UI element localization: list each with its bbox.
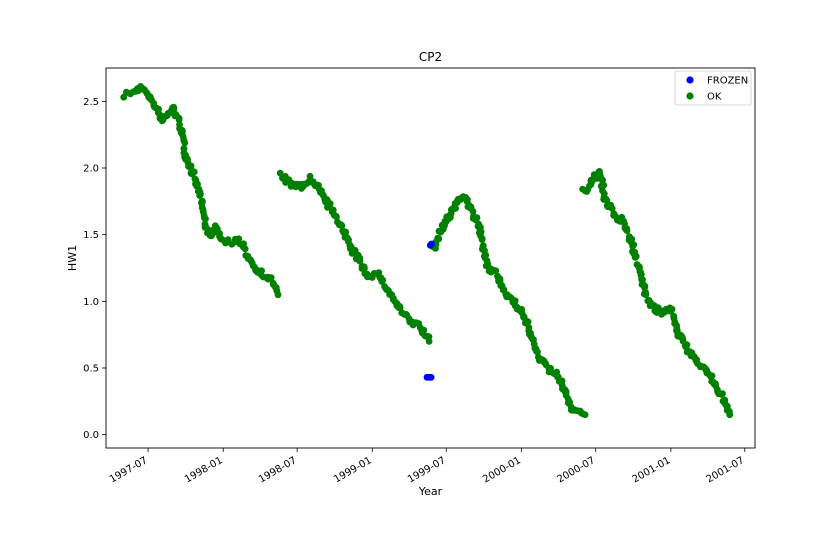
y-tick-label: 0.0 [83, 430, 99, 441]
legend-label-ok: OK [707, 92, 722, 103]
ok-point [190, 168, 198, 176]
ok-point [258, 267, 265, 275]
y-tick-label: 2.5 [83, 97, 99, 108]
ok-point [274, 291, 282, 299]
ok-point [608, 205, 616, 212]
x-tick-label: 2001-07 [705, 455, 747, 485]
x-tick-label: 1998-07 [257, 455, 299, 485]
ok-point [534, 348, 541, 356]
ok-point [425, 337, 433, 345]
ok-point [202, 215, 209, 223]
legend-label-frozen: FROZEN [707, 76, 748, 87]
ok-point [632, 254, 639, 261]
ok-point [524, 318, 532, 326]
x-axis-label: Year [418, 485, 443, 498]
ok-point [267, 274, 275, 281]
y-tick-label: 1.5 [83, 230, 99, 241]
ok-point [379, 276, 387, 284]
y-tick-label: 2.0 [83, 164, 99, 175]
ok-point [420, 326, 428, 334]
ok-point [216, 230, 224, 237]
ok-point [342, 228, 350, 236]
ok-point [630, 241, 638, 249]
x-tick-label: 2000-01 [481, 455, 523, 485]
y-tick-label: 1.0 [83, 297, 99, 308]
ok-point [641, 282, 649, 290]
legend-marker-ok [686, 92, 694, 100]
ok-point [241, 245, 249, 253]
ok-point [361, 265, 368, 272]
ok-point [581, 411, 589, 419]
ok-point [492, 267, 500, 275]
ok-point [478, 235, 486, 243]
ok-point [708, 372, 716, 380]
legend: FROZEN OK [674, 70, 752, 106]
x-tick-label: 1999-01 [332, 455, 374, 485]
frozen-point [428, 240, 435, 248]
chart-title: CP2 [419, 50, 442, 64]
y-tick-label: 0.5 [83, 364, 99, 375]
ok-point [668, 305, 676, 313]
ok-point [333, 213, 340, 221]
ok-point [511, 297, 519, 305]
x-tick-label: 1999-07 [406, 455, 448, 485]
ok-point [599, 176, 606, 184]
legend-box [674, 70, 752, 106]
ok-point [603, 197, 611, 204]
ok-point [120, 93, 128, 101]
ok-point [338, 222, 346, 230]
x-tick-label: 2000-07 [556, 455, 598, 485]
x-tick-label: 1998-01 [183, 455, 225, 485]
x-tick-label: 2001-01 [631, 455, 673, 485]
ok-point [356, 257, 363, 265]
x-tick-label: 1997-07 [108, 455, 150, 485]
ok-point [196, 192, 204, 200]
ok-point [235, 235, 243, 243]
ok-point [452, 205, 459, 212]
ok-point [642, 291, 650, 299]
ok-point [637, 270, 645, 278]
legend-marker-frozen [686, 76, 694, 84]
ok-point [719, 390, 726, 398]
plot-frame [105, 67, 756, 449]
ok-point [187, 162, 195, 170]
ok-point [435, 235, 443, 243]
frozen-point [427, 373, 435, 381]
ok-point [726, 411, 734, 419]
data-points [120, 83, 734, 419]
ok-point [181, 139, 189, 147]
ok-point [623, 227, 631, 235]
y-axis-label: HW1 [66, 245, 79, 271]
